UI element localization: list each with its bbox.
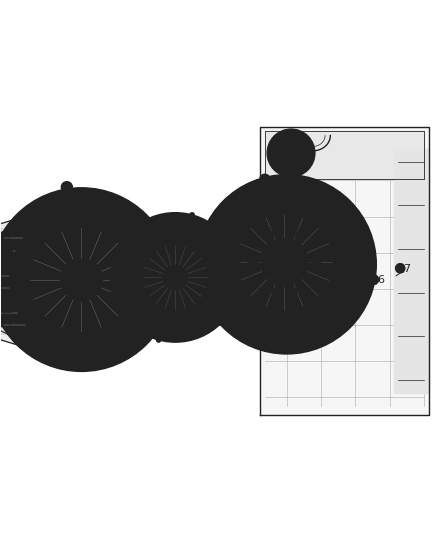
Circle shape xyxy=(164,266,187,289)
Circle shape xyxy=(270,297,275,301)
Circle shape xyxy=(283,144,300,161)
Circle shape xyxy=(396,263,405,273)
Circle shape xyxy=(284,224,289,229)
Circle shape xyxy=(0,249,16,271)
Text: 7: 7 xyxy=(403,264,410,273)
Circle shape xyxy=(111,213,240,342)
Circle shape xyxy=(299,297,303,301)
Polygon shape xyxy=(265,131,424,179)
Circle shape xyxy=(26,224,137,335)
Circle shape xyxy=(61,182,73,193)
Circle shape xyxy=(260,335,270,346)
Circle shape xyxy=(261,239,307,285)
Circle shape xyxy=(264,285,273,294)
Circle shape xyxy=(322,262,326,266)
Circle shape xyxy=(311,257,320,266)
Polygon shape xyxy=(0,260,10,304)
Circle shape xyxy=(275,253,298,276)
Circle shape xyxy=(250,277,254,281)
Polygon shape xyxy=(261,127,428,415)
Circle shape xyxy=(61,260,102,300)
Circle shape xyxy=(202,180,367,344)
Circle shape xyxy=(122,245,131,254)
Circle shape xyxy=(280,258,293,271)
Circle shape xyxy=(311,236,315,240)
Circle shape xyxy=(197,175,376,354)
Circle shape xyxy=(260,292,270,302)
Text: 5: 5 xyxy=(144,322,151,333)
Circle shape xyxy=(0,295,14,312)
Circle shape xyxy=(156,337,161,342)
Circle shape xyxy=(260,315,268,323)
Circle shape xyxy=(72,270,91,289)
Circle shape xyxy=(319,248,324,252)
Circle shape xyxy=(260,217,270,228)
Polygon shape xyxy=(0,216,35,348)
Circle shape xyxy=(249,257,258,266)
Circle shape xyxy=(171,329,180,338)
Circle shape xyxy=(250,248,254,252)
Circle shape xyxy=(219,245,229,254)
Circle shape xyxy=(296,230,305,239)
Circle shape xyxy=(108,204,114,211)
Circle shape xyxy=(299,228,303,232)
Circle shape xyxy=(258,289,262,293)
Circle shape xyxy=(6,306,13,313)
Circle shape xyxy=(0,317,4,328)
Circle shape xyxy=(228,238,236,246)
Circle shape xyxy=(258,236,262,240)
Circle shape xyxy=(190,213,194,217)
Circle shape xyxy=(127,229,132,235)
Circle shape xyxy=(110,292,116,297)
Text: 1: 1 xyxy=(257,203,264,213)
Circle shape xyxy=(369,275,379,285)
Circle shape xyxy=(150,306,157,313)
Circle shape xyxy=(0,188,173,372)
Circle shape xyxy=(270,228,275,232)
Circle shape xyxy=(267,129,315,177)
Circle shape xyxy=(305,206,313,214)
Circle shape xyxy=(155,257,196,298)
Polygon shape xyxy=(0,207,54,356)
Circle shape xyxy=(264,230,273,239)
Circle shape xyxy=(49,349,55,355)
Text: 4: 4 xyxy=(54,242,61,252)
Circle shape xyxy=(10,208,153,351)
Circle shape xyxy=(0,231,4,243)
Circle shape xyxy=(247,262,251,266)
Circle shape xyxy=(27,246,35,255)
Circle shape xyxy=(108,349,114,355)
Circle shape xyxy=(272,250,297,274)
Circle shape xyxy=(49,204,55,211)
Circle shape xyxy=(260,206,268,214)
Circle shape xyxy=(260,248,270,259)
Circle shape xyxy=(45,243,118,316)
Circle shape xyxy=(122,224,228,330)
Circle shape xyxy=(150,247,157,253)
Circle shape xyxy=(337,283,345,291)
Circle shape xyxy=(142,244,209,311)
Circle shape xyxy=(305,315,313,323)
Circle shape xyxy=(235,213,334,312)
Text: 3: 3 xyxy=(113,246,120,256)
Circle shape xyxy=(6,247,13,253)
Circle shape xyxy=(311,289,315,293)
Circle shape xyxy=(274,135,308,171)
Polygon shape xyxy=(394,149,428,393)
Text: 2: 2 xyxy=(165,229,172,239)
Circle shape xyxy=(228,283,236,291)
Text: 6: 6 xyxy=(377,274,384,285)
Circle shape xyxy=(235,258,240,263)
Circle shape xyxy=(284,300,289,304)
Circle shape xyxy=(319,277,324,281)
Circle shape xyxy=(125,250,134,259)
Circle shape xyxy=(219,320,224,326)
Circle shape xyxy=(337,238,345,246)
Circle shape xyxy=(260,174,270,184)
Circle shape xyxy=(296,285,305,294)
